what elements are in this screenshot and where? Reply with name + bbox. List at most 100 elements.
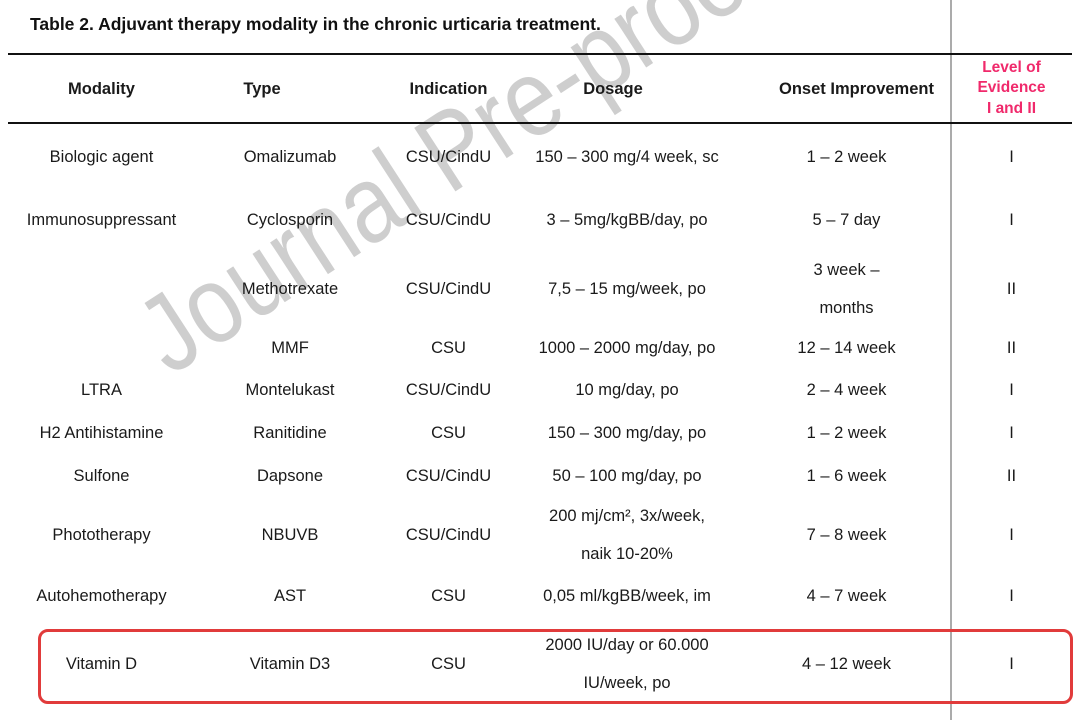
cell-modality: [8, 326, 195, 369]
cell-evidence: II: [1006, 280, 1017, 298]
cell-type: Ranitidine: [253, 423, 327, 442]
table-row: MMF CSU 1000 – 2000 mg/day, po 12 – 14 w…: [8, 326, 1072, 369]
header-type: Type: [243, 79, 281, 98]
cell-evidence: I: [1009, 654, 1014, 673]
cell-onset: 3 week – months: [742, 251, 951, 327]
cell-modality: Phototherapy: [52, 526, 151, 544]
evidence-header-line: Level of: [982, 58, 1041, 76]
cell-dosage: 0,05 ml/kgBB/week, im: [512, 571, 742, 621]
onset-line: 12 – 14 week: [797, 338, 896, 357]
cell-evidence: I: [1009, 211, 1014, 229]
onset-line: 4 – 7 week: [806, 587, 887, 605]
cell-onset: 2 – 4 week: [742, 369, 951, 411]
onset-line: 1 – 6 week: [806, 466, 887, 485]
cell-modality: Vitamin D: [65, 654, 138, 673]
header-onset-improvement: Onset Improvement: [779, 79, 934, 98]
cell-evidence: I: [1009, 587, 1014, 605]
cell-indication: CSU/CindU: [405, 526, 492, 544]
cell-onset: 1 – 2 week: [742, 124, 951, 189]
header-dosage: Dosage: [583, 79, 643, 98]
cell-onset: 4 – 12 week: [742, 621, 951, 706]
cell-dosage: 2000 IU/day or 60.000 IU/week, po: [512, 621, 742, 706]
cell-dosage: 10 mg/day, po: [512, 369, 742, 411]
evidence-header-line: I and II: [986, 99, 1037, 117]
cell-indication: CSU/CindU: [405, 147, 492, 166]
dosage-line: 50 – 100 mg/day, po: [552, 466, 702, 485]
dosage-line: 150 – 300 mg/day, po: [547, 423, 707, 442]
header-indication: Indication: [409, 79, 488, 98]
cell-modality: Sulfone: [73, 466, 130, 485]
cell-type: AST: [273, 587, 307, 605]
cell-type: Vitamin D3: [249, 654, 331, 673]
page-column-divider: [950, 0, 952, 720]
cell-type: Omalizumab: [243, 147, 337, 166]
onset-line: 4 – 12 week: [802, 654, 891, 673]
dosage-line: naik 10-20%: [581, 545, 673, 563]
onset-line: 5 – 7 day: [812, 211, 881, 229]
cell-type: Montelukast: [245, 381, 335, 399]
table-row: Biologic agent Omalizumab CSU/CindU 150 …: [8, 124, 1072, 189]
table-row: Sulfone Dapsone CSU/CindU 50 – 100 mg/da…: [8, 454, 1072, 497]
cell-indication: CSU: [431, 423, 466, 442]
cell-dosage: 50 – 100 mg/day, po: [512, 454, 742, 497]
table-row: H2 Antihistamine Ranitidine CSU 150 – 30…: [8, 411, 1072, 454]
cell-dosage: 150 – 300 mg/day, po: [512, 411, 742, 454]
onset-line: 7 – 8 week: [806, 526, 887, 544]
table-row: Methotrexate CSU/CindU 7,5 – 15 mg/week,…: [8, 251, 1072, 326]
cell-dosage: 1000 – 2000 mg/day, po: [512, 326, 742, 369]
cell-modality: H2 Antihistamine: [39, 423, 164, 442]
cell-onset: 7 – 8 week: [742, 497, 951, 573]
cell-onset: 5 – 7 day: [742, 189, 951, 251]
table-row: Immunosuppressant Cyclosporin CSU/CindU …: [8, 189, 1072, 251]
dosage-line: 3 – 5mg/kgBB/day, po: [546, 211, 708, 229]
cell-type: Methotrexate: [241, 280, 339, 298]
dosage-line: IU/week, po: [583, 673, 671, 692]
dosage-line: 1000 – 2000 mg/day, po: [538, 338, 716, 357]
dosage-line: 10 mg/day, po: [575, 381, 679, 399]
cell-dosage: 200 mj/cm², 3x/week, naik 10-20%: [512, 497, 742, 573]
onset-line: 1 – 2 week: [806, 423, 887, 442]
dosage-line: 2000 IU/day or 60.000: [545, 635, 709, 654]
dosage-line: 7,5 – 15 mg/week, po: [548, 280, 706, 298]
cell-indication: CSU: [431, 338, 466, 357]
dosage-line: 200 mj/cm², 3x/week,: [549, 507, 705, 525]
cell-modality: Immunosuppressant: [26, 211, 177, 229]
evidence-header-line: Evidence: [977, 79, 1046, 97]
onset-line: 2 – 4 week: [806, 381, 887, 399]
cell-evidence: I: [1009, 147, 1014, 166]
cell-onset: 1 – 6 week: [742, 454, 951, 497]
cell-dosage: 150 – 300 mg/4 week, sc: [512, 124, 742, 189]
dosage-line: 150 – 300 mg/4 week, sc: [535, 147, 719, 166]
table-header-row: Modality Type Indication Dosage Onset Im…: [8, 55, 1072, 124]
cell-evidence: II: [1006, 338, 1017, 357]
table-row: Vitamin D Vitamin D3 CSU 2000 IU/day or …: [8, 621, 1072, 706]
cell-type: Dapsone: [256, 466, 324, 485]
cell-indication: CSU/CindU: [405, 280, 492, 298]
onset-line: 3 week –: [813, 261, 880, 279]
cell-onset: 1 – 2 week: [742, 411, 951, 454]
header-level-of-evidence: Level of Evidence I and II: [951, 55, 1072, 122]
cell-evidence: I: [1009, 526, 1014, 544]
cell-evidence: I: [1009, 381, 1014, 399]
onset-line: 1 – 2 week: [806, 147, 887, 166]
cell-type: MMF: [271, 338, 309, 357]
cell-indication: CSU/CindU: [405, 381, 492, 399]
table-row: Phototherapy NBUVB CSU/CindU 200 mj/cm²,…: [8, 497, 1072, 571]
cell-indication: CSU: [431, 654, 466, 673]
table-caption: Table 2. Adjuvant therapy modality in th…: [30, 14, 601, 34]
dosage-line: 0,05 ml/kgBB/week, im: [543, 587, 711, 605]
cell-onset: 12 – 14 week: [742, 326, 951, 369]
cell-evidence: II: [1006, 466, 1017, 485]
cell-type: NBUVB: [261, 526, 319, 544]
table-row: LTRA Montelukast CSU/CindU 10 mg/day, po…: [8, 369, 1072, 411]
adjuvant-therapy-table: Modality Type Indication Dosage Onset Im…: [8, 53, 1072, 706]
cell-indication: CSU: [431, 587, 466, 605]
cell-modality: [8, 251, 195, 327]
cell-onset: 4 – 7 week: [742, 571, 951, 621]
cell-modality: Autohemotherapy: [36, 587, 167, 605]
cell-dosage: 3 – 5mg/kgBB/day, po: [512, 189, 742, 251]
cell-modality: Biologic agent: [49, 147, 154, 166]
cell-dosage: 7,5 – 15 mg/week, po: [512, 251, 742, 327]
onset-line: months: [819, 299, 874, 317]
